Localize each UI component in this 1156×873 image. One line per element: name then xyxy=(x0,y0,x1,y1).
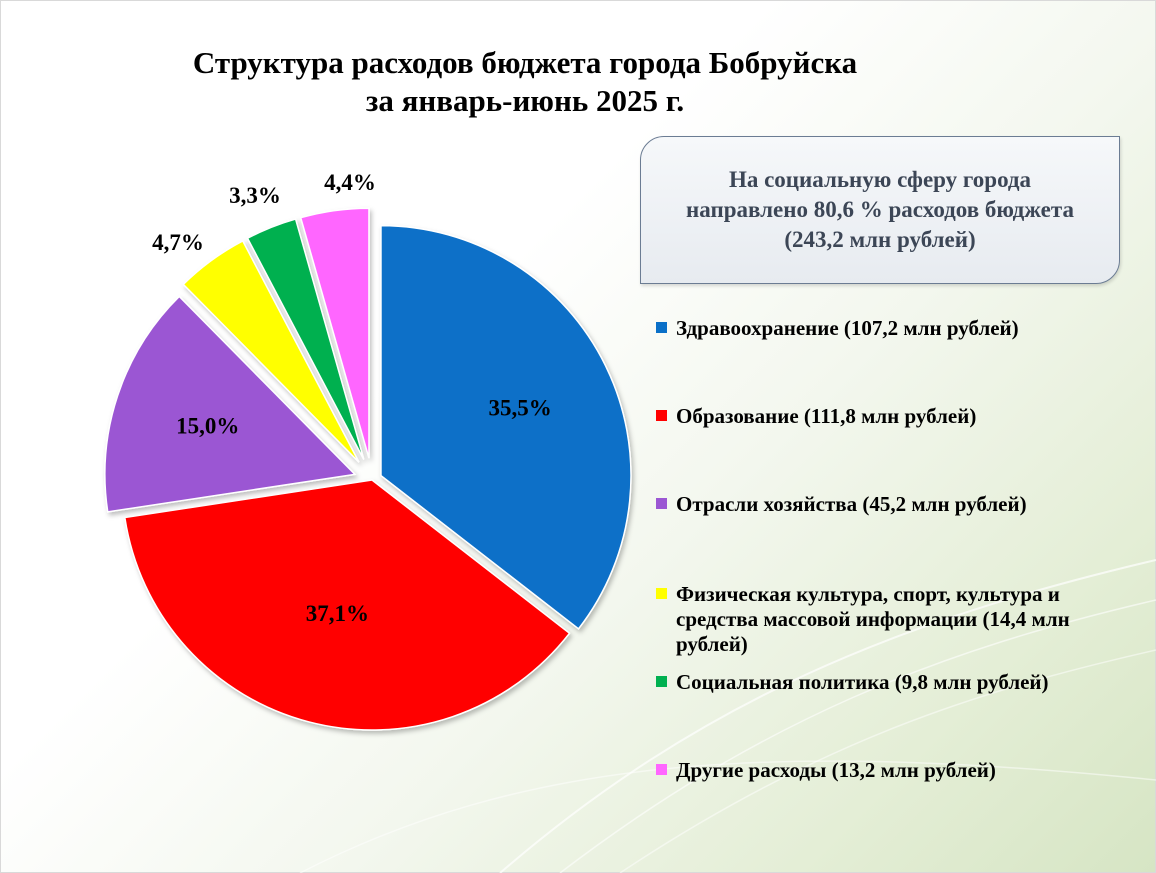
pie-slice-3-label: 15,0% xyxy=(176,414,239,439)
legend-label-4: Физическая культура, спорт, культура и с… xyxy=(676,582,1070,656)
legend-label-6: Другие расходы (13,2 млн рублей) xyxy=(676,758,996,782)
legend-item-2: Образование (111,8 млн рублей) xyxy=(656,404,1126,429)
pie-slice-6 xyxy=(299,207,370,459)
legend-item-4: Физическая культура, спорт, культура и с… xyxy=(656,582,1126,657)
pie-slice-2 xyxy=(123,479,571,731)
pie-slice-3 xyxy=(104,295,357,513)
pie-slice-6-label: 4,4% xyxy=(324,170,376,195)
legend-item-5: Социальная политика (9,8 млн рублей) xyxy=(656,670,1126,695)
pie-slice-4 xyxy=(182,239,360,463)
legend-swatch-4 xyxy=(656,588,667,599)
pie-slice-2-label: 37,1% xyxy=(306,601,369,626)
legend-swatch-5 xyxy=(656,676,667,687)
pie-slice-1-label: 35,5% xyxy=(489,395,552,420)
legend-item-1: Здравоохранение (107,2 млн рублей) xyxy=(656,316,1126,341)
legend-item-3: Отрасли хозяйства (45,2 млн рублей) xyxy=(656,492,1126,517)
legend-label-3: Отрасли хозяйства (45,2 млн рублей) xyxy=(676,492,1027,516)
social-sphere-callout: На социальную сферу города направлено 80… xyxy=(640,136,1120,284)
legend-item-6: Другие расходы (13,2 млн рублей) xyxy=(656,758,1126,783)
chart-title: Структура расходов бюджета города Бобруй… xyxy=(130,44,920,120)
title-line-2: за январь-июнь 2025 г. xyxy=(365,83,685,118)
legend-label-1: Здравоохранение (107,2 млн рублей) xyxy=(676,316,1019,340)
pie-slice-5 xyxy=(246,218,365,460)
legend-label-5: Социальная политика (9,8 млн рублей) xyxy=(676,670,1049,694)
legend-swatch-3 xyxy=(656,498,667,509)
legend-swatch-2 xyxy=(656,410,667,421)
pie-slice-1 xyxy=(380,224,632,630)
legend-label-2: Образование (111,8 млн рублей) xyxy=(676,404,977,428)
legend-swatch-1 xyxy=(656,322,667,333)
social-sphere-text: На социальную сферу города направлено 80… xyxy=(686,167,1074,252)
legend-swatch-6 xyxy=(656,764,667,775)
title-line-1: Структура расходов бюджета города Бобруй… xyxy=(192,45,858,80)
pie-slice-4-label: 4,7% xyxy=(152,230,204,255)
pie-slice-5-label: 3,3% xyxy=(229,183,281,208)
